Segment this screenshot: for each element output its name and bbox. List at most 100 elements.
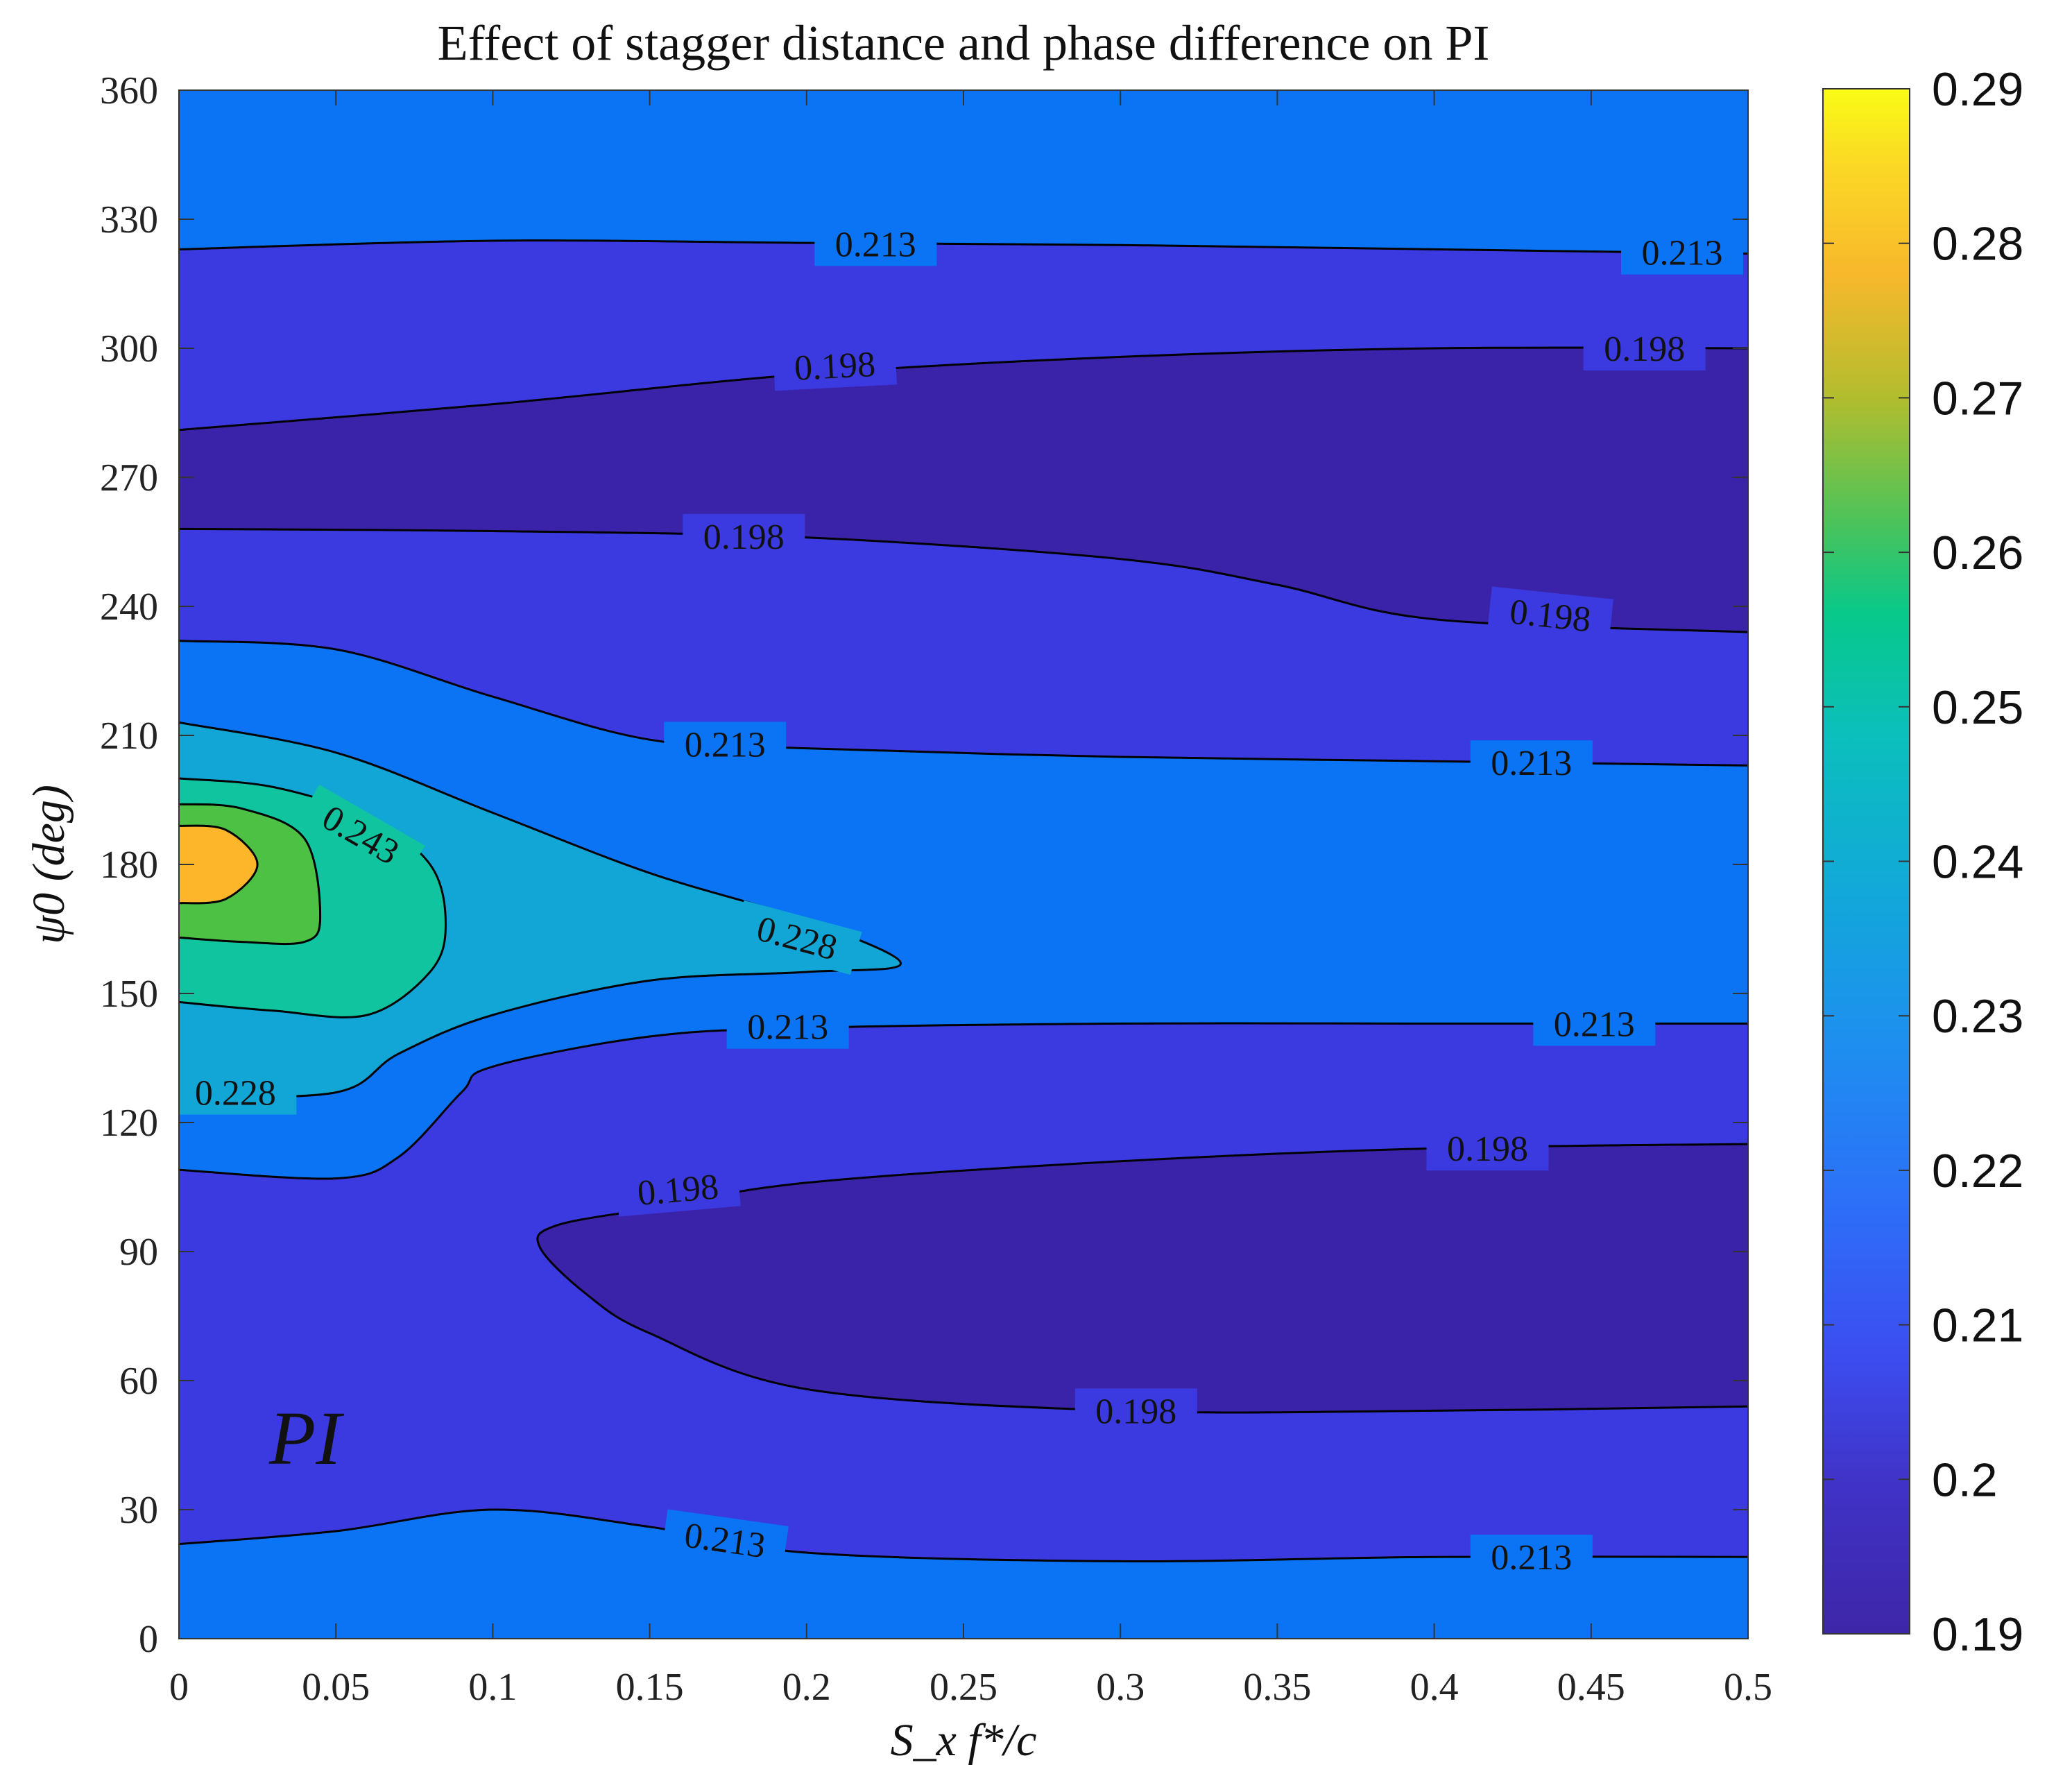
colorbar-tick-label: 0.21	[1932, 1299, 2023, 1352]
contour-label-group: 0.213	[1470, 740, 1593, 785]
y-tick-label: 180	[100, 844, 158, 887]
contour-label: 0.198	[703, 518, 785, 557]
x-tick-label: 0.1	[468, 1666, 517, 1709]
contour-label-group: 0.198	[1583, 326, 1706, 370]
colorbar-ticks: 0.19 0.2 0.21 0.22 0.23 0.24 0.25 0.26 0.27 0.28 0…	[1823, 63, 2023, 1661]
contour-line-0.258-6	[179, 803, 322, 946]
contour-label: 0.198	[1447, 1129, 1528, 1169]
contour-line-0.273-7	[179, 824, 259, 905]
contour-line-0.198-9	[536, 1143, 1748, 1414]
contour-bands	[179, 90, 1748, 1639]
contour-line-0.213-10	[179, 1508, 1748, 1563]
colorbar-tick-label: 0.25	[1932, 681, 2023, 734]
y-tick-label: 60	[119, 1360, 158, 1403]
contour-label-group: 0.198	[1074, 1388, 1197, 1433]
contour-label: 0.198	[1095, 1392, 1176, 1431]
plot-area: 0.213 0.213 0.198 0.198 0.198 0.198 0.213 0.213…	[179, 90, 1748, 1639]
y-tick-label: 0	[139, 1618, 158, 1661]
contour-label-group: 0.213	[664, 722, 787, 767]
contour-label-group: 0.198	[683, 513, 805, 558]
colorbar-tick-label: 0.23	[1932, 990, 2023, 1043]
contour-label-gap	[814, 221, 937, 266]
x-tick-label: 0.5	[1724, 1666, 1772, 1709]
contour-label: 0.213	[747, 1008, 828, 1048]
contour-label-gap	[179, 1070, 297, 1115]
x-tick-label: 0.2	[782, 1666, 831, 1709]
contour-label: 0.213	[835, 225, 916, 264]
contour-label-gap	[664, 722, 787, 767]
x-tick-label: 0.15	[616, 1666, 684, 1709]
y-tick-label: 30	[119, 1489, 158, 1532]
contour-label-group: 0.213	[1470, 1535, 1593, 1580]
contour-label-gap	[1487, 586, 1613, 644]
contour-line-0.243-5	[179, 777, 447, 1018]
colorbar-tick-label: 0.24	[1932, 836, 2023, 889]
contour-label: 0.213	[685, 725, 766, 765]
contour-label-gap	[1533, 1001, 1656, 1046]
contour-label-gap	[1074, 1388, 1197, 1433]
band-upper-below-0198	[179, 348, 1748, 633]
band-lower-below-0198	[537, 1144, 1748, 1413]
contour-label-gap	[297, 784, 425, 885]
contour-lines	[179, 239, 1748, 1563]
contour-line-0.198-1	[179, 346, 1748, 432]
contour-label: 0.198	[794, 345, 877, 389]
contour-line-0.198-2	[179, 527, 1748, 633]
contour-line-0.213-3	[179, 640, 1748, 767]
pi-annotation: PI	[268, 1396, 344, 1480]
contour-label: 0.228	[195, 1074, 276, 1113]
contour-label-gap	[1470, 1535, 1593, 1580]
contour-label-group: 0.213	[814, 221, 937, 266]
y-axis-ticks: 0 30 60 90 120 150 180 210 240 270 300 330 360	[100, 69, 1748, 1661]
colorbar-tick-label: 0.27	[1932, 372, 2023, 425]
x-tick-label: 0.4	[1410, 1666, 1459, 1709]
x-tick-label: 0.45	[1557, 1666, 1625, 1709]
colorbar-tick-label: 0.22	[1932, 1145, 2023, 1197]
x-tick-label: 0	[169, 1666, 189, 1709]
contour-label-group: 0.213	[1621, 230, 1743, 275]
colorbar-tick-label: 0.19	[1932, 1608, 2023, 1661]
band-upper-0198-0213	[179, 240, 1748, 430]
y-tick-label: 150	[100, 973, 158, 1016]
contour-line-0.228-4	[179, 721, 902, 1098]
contour-label-group: 0.198	[1426, 1126, 1549, 1171]
chart-title: Effect of stagger distance and phase dif…	[438, 15, 1490, 71]
contour-label-gap	[683, 513, 805, 558]
contour-label: 0.198	[1604, 330, 1685, 369]
contour-label-group: 0.228	[179, 1070, 297, 1115]
x-axis-label: S_x f*/c	[891, 1715, 1037, 1766]
contour-label: 0.213	[1642, 234, 1723, 273]
band-above-0273	[179, 826, 258, 903]
x-tick-label: 0.35	[1243, 1666, 1311, 1709]
contour-label: 0.198	[636, 1167, 721, 1213]
contour-label: 0.213	[1491, 744, 1572, 783]
contour-label-gap	[661, 1509, 789, 1571]
y-tick-label: 300	[100, 327, 158, 370]
x-tick-label: 0.3	[1096, 1666, 1145, 1709]
colorbar-tick-label: 0.29	[1932, 63, 2023, 116]
contour-label-gap	[726, 1004, 849, 1049]
colorbar-tick-label: 0.26	[1932, 527, 2023, 579]
y-tick-label: 210	[100, 715, 158, 758]
y-tick-label: 360	[100, 69, 158, 112]
contour-label-group: 0.213	[726, 1004, 849, 1049]
colorbar	[1822, 88, 1910, 1635]
y-tick-label: 270	[100, 456, 158, 500]
colorbar-tick-label: 0.28	[1932, 218, 2023, 271]
contour-label: 0.213	[1491, 1538, 1572, 1578]
band-middle-0198-0213	[179, 529, 1748, 766]
contour-label-group: 0.213	[1533, 1001, 1656, 1046]
contour-label-group: 0.198	[1487, 586, 1613, 644]
x-axis-ticks: 0 0.05 0.1 0.15 0.2 0.25 0.3 0.35 0.4 0.45 0.5	[169, 90, 1772, 1709]
y-tick-label: 330	[100, 198, 158, 241]
y-tick-label: 240	[100, 586, 158, 629]
contour-label-gap	[1621, 230, 1743, 275]
contour-label-gap	[772, 340, 898, 391]
contour-label-group: 0.213	[661, 1509, 789, 1571]
contour-label-gap	[1470, 740, 1593, 785]
contour-label-gap	[615, 1161, 741, 1217]
contour-line-0.213-0	[179, 239, 1748, 255]
x-tick-label: 0.25	[930, 1666, 997, 1709]
contour-label-group: 0.198	[615, 1161, 741, 1217]
